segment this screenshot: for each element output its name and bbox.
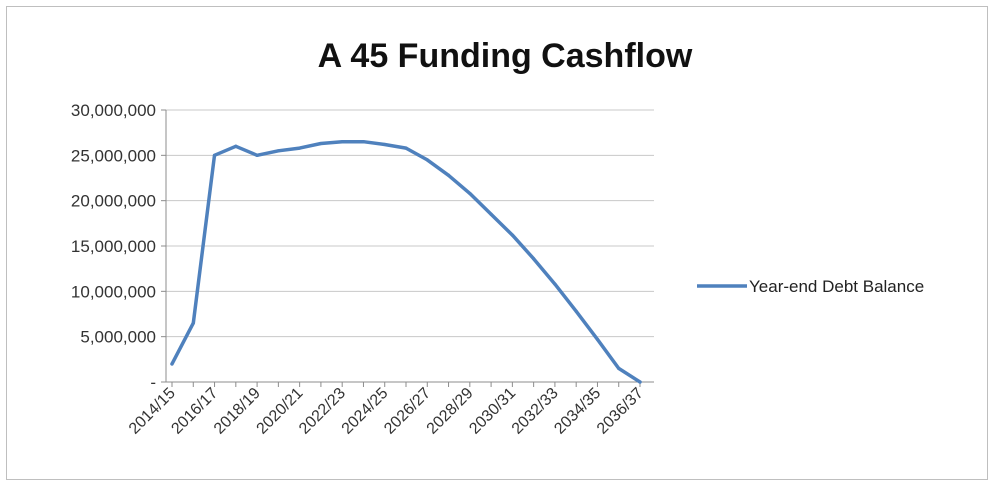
data-point-0-1 xyxy=(191,321,195,325)
data-point-0-18 xyxy=(553,282,557,286)
y-tick-label-4: 20,000,000 xyxy=(71,192,156,211)
series-lines xyxy=(170,139,642,384)
data-point-0-4 xyxy=(255,153,259,157)
data-point-0-2 xyxy=(212,153,217,157)
x-tick-label-8: 2022/23 xyxy=(296,385,349,438)
y-tick-label-2: 10,000,000 xyxy=(71,282,156,301)
legend-label: Year-end Debt Balance xyxy=(749,277,924,296)
x-tick-label-22: 2036/37 xyxy=(594,385,647,438)
x-tick-label-14: 2028/29 xyxy=(424,385,477,438)
chart-title: A 45 Funding Cashflow xyxy=(318,37,693,75)
series-line-0 xyxy=(170,139,642,384)
y-tick-label-5: 25,000,000 xyxy=(71,146,156,165)
data-point-0-22 xyxy=(638,380,642,384)
x-tick-label-18: 2032/33 xyxy=(509,385,562,438)
data-point-0-10 xyxy=(383,142,387,147)
x-tick-label-16: 2030/31 xyxy=(466,385,519,438)
data-point-0-17 xyxy=(532,257,536,261)
x-tick-label-20: 2034/35 xyxy=(551,385,604,438)
y-tick-label-1: 5,000,000 xyxy=(80,328,156,347)
y-tick-label-3: 15,000,000 xyxy=(71,237,156,256)
data-point-0-14 xyxy=(468,191,472,196)
data-point-0-20 xyxy=(595,337,600,341)
data-point-0-13 xyxy=(446,173,451,177)
y-tick-label-0: - xyxy=(150,373,156,392)
legend: Year-end Debt Balance xyxy=(697,277,924,296)
y-axis-ticks: - 5,000,000 10,000,000 15,000,000 20,000,000… xyxy=(71,101,156,392)
data-point-0-0 xyxy=(170,362,174,366)
data-point-0-19 xyxy=(574,309,578,313)
data-point-0-15 xyxy=(489,212,493,216)
data-point-0-6 xyxy=(298,146,302,150)
data-point-0-12 xyxy=(425,158,429,162)
data-point-0-8 xyxy=(340,140,344,144)
gridlines xyxy=(161,109,654,383)
data-point-0-16 xyxy=(510,233,514,237)
x-tick-label-10: 2024/25 xyxy=(339,385,392,438)
data-point-0-3 xyxy=(234,144,238,148)
data-point-0-7 xyxy=(319,141,323,146)
x-tick-label-2: 2016/17 xyxy=(168,385,221,438)
x-tick-label-6: 2020/21 xyxy=(254,385,307,438)
data-point-0-11 xyxy=(404,146,408,150)
data-point-0-21 xyxy=(617,366,621,370)
x-tick-label-4: 2018/19 xyxy=(211,385,264,438)
x-tick-label-12: 2026/27 xyxy=(381,385,434,438)
data-point-0-5 xyxy=(276,149,280,153)
y-tick-label-6: 30,000,000 xyxy=(71,101,156,120)
x-tick-label-0: 2014/15 xyxy=(126,385,179,438)
data-point-0-9 xyxy=(361,140,366,144)
chart-frame xyxy=(6,6,988,480)
x-axis-ticks: 2014/152016/172018/192020/212022/232024/… xyxy=(126,382,647,438)
